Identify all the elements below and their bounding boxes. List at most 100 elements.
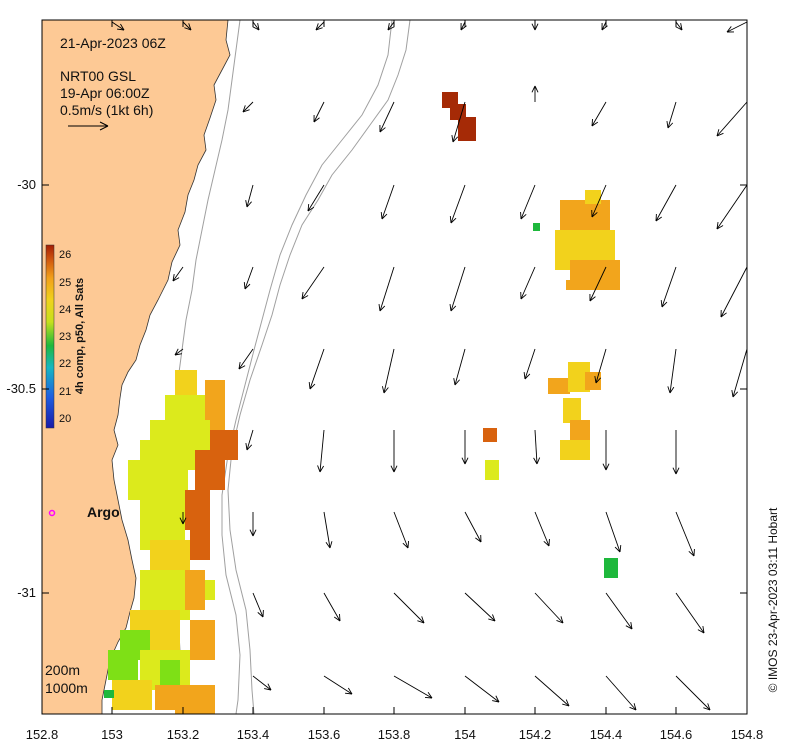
current-arrow <box>464 592 496 622</box>
x-tick-label: 154.4 <box>589 727 623 742</box>
sst-pixel <box>585 372 601 390</box>
contour-label-1000m: 1000m <box>45 680 88 696</box>
argo-label: Argo <box>87 504 120 520</box>
colorbar-title: 4h comp, p50, All Sats <box>74 277 86 395</box>
sst-pixel <box>563 398 581 423</box>
sst-pixel <box>483 428 497 442</box>
current-arrow <box>249 512 257 537</box>
sst-pixel <box>185 570 205 610</box>
current-arrow <box>243 266 254 290</box>
current-arrow <box>605 511 622 553</box>
imos-credit: © IMOS 23-Apr-2023 03:11 Hobart <box>766 507 780 693</box>
current-arrow <box>534 592 564 624</box>
current-arrow <box>464 511 482 543</box>
current-vectors <box>111 21 748 711</box>
isobath-1000m <box>221 19 411 715</box>
sst-pixel <box>190 520 210 560</box>
current-arrow <box>378 266 395 312</box>
current-arrow <box>393 675 433 699</box>
colorbar-label: 26 <box>59 249 72 261</box>
current-arrow <box>591 184 607 218</box>
x-tick-label: 153.4 <box>236 727 270 742</box>
current-arrow <box>666 101 677 129</box>
current-arrow <box>731 348 748 398</box>
current-arrow <box>667 348 677 394</box>
x-tick-label: 153.6 <box>307 727 341 742</box>
current-arrow <box>451 101 466 143</box>
sst-pixel <box>485 460 499 480</box>
sst-pixel <box>604 558 618 578</box>
x-tick-label: 154.2 <box>518 727 552 742</box>
current-arrow <box>660 266 677 308</box>
current-arrow <box>655 184 677 222</box>
current-arrow <box>672 430 680 475</box>
current-arrow <box>238 348 254 370</box>
x-tick-label: 153.8 <box>377 727 411 742</box>
sst-pixel <box>450 104 466 120</box>
sst-pixel <box>560 440 590 460</box>
current-arrow <box>675 511 695 557</box>
x-tick-label: 153 <box>101 727 123 742</box>
current-arrow <box>594 348 607 384</box>
contour-label-200m: 200m <box>45 662 81 678</box>
product-time: 19-Apr 06:00Z <box>60 85 150 101</box>
current-arrow <box>460 21 467 31</box>
sst-pixel <box>104 690 114 698</box>
sst-pixel <box>566 280 601 290</box>
current-arrow <box>523 348 536 380</box>
current-arrow <box>534 511 550 547</box>
argo-float-marker[interactable] <box>48 509 56 517</box>
current-arrow <box>605 592 633 630</box>
current-arrow <box>323 675 353 695</box>
current-arrow <box>182 21 192 31</box>
current-arrow <box>174 348 184 356</box>
colorbar-label: 23 <box>59 331 72 343</box>
x-tick-label: 154.6 <box>659 727 693 742</box>
sst-pixel <box>585 190 601 204</box>
current-arrow <box>716 184 748 230</box>
sst-pixel <box>160 660 180 685</box>
current-arrow <box>323 592 341 622</box>
current-arrow <box>601 21 608 31</box>
current-arrow <box>589 266 607 302</box>
current-arrow <box>242 101 254 113</box>
x-tick-label: 152.8 <box>25 727 59 742</box>
current-arrow <box>449 266 466 312</box>
current-arrow <box>381 348 395 394</box>
colorbar <box>45 244 55 429</box>
current-arrow <box>393 592 425 624</box>
sst-pixel <box>570 420 590 445</box>
x-tick-label: 154.8 <box>730 727 764 742</box>
current-arrow <box>179 512 187 525</box>
current-arrow <box>390 430 398 473</box>
scale-arrow <box>68 121 109 131</box>
current-arrow <box>379 101 395 133</box>
colorbar-label: 20 <box>59 413 72 425</box>
current-arrow <box>252 592 264 618</box>
x-tick-label: 154 <box>454 727 476 742</box>
current-arrow <box>602 430 610 471</box>
current-arrow <box>315 21 325 31</box>
current-arrow <box>307 184 325 212</box>
current-arrow <box>252 21 260 31</box>
current-arrow <box>172 266 184 282</box>
sst-pixel <box>195 450 225 490</box>
current-arrow <box>301 266 325 300</box>
current-arrow <box>531 85 539 102</box>
sst-pixel <box>112 680 152 710</box>
sst-pixel <box>458 117 476 141</box>
sst-pixel <box>568 362 590 392</box>
current-arrow <box>387 21 395 31</box>
axis-ticks <box>41 20 748 714</box>
sst-pixel <box>190 620 215 660</box>
current-arrow <box>726 21 748 33</box>
coastline-land <box>41 19 231 715</box>
current-arrow <box>393 511 410 549</box>
current-arrow <box>534 675 570 707</box>
current-arrow <box>716 101 748 137</box>
current-arrow <box>111 21 125 31</box>
current-arrow <box>252 675 272 691</box>
current-arrow <box>533 429 541 465</box>
y-tick-label: -31 <box>17 585 36 600</box>
